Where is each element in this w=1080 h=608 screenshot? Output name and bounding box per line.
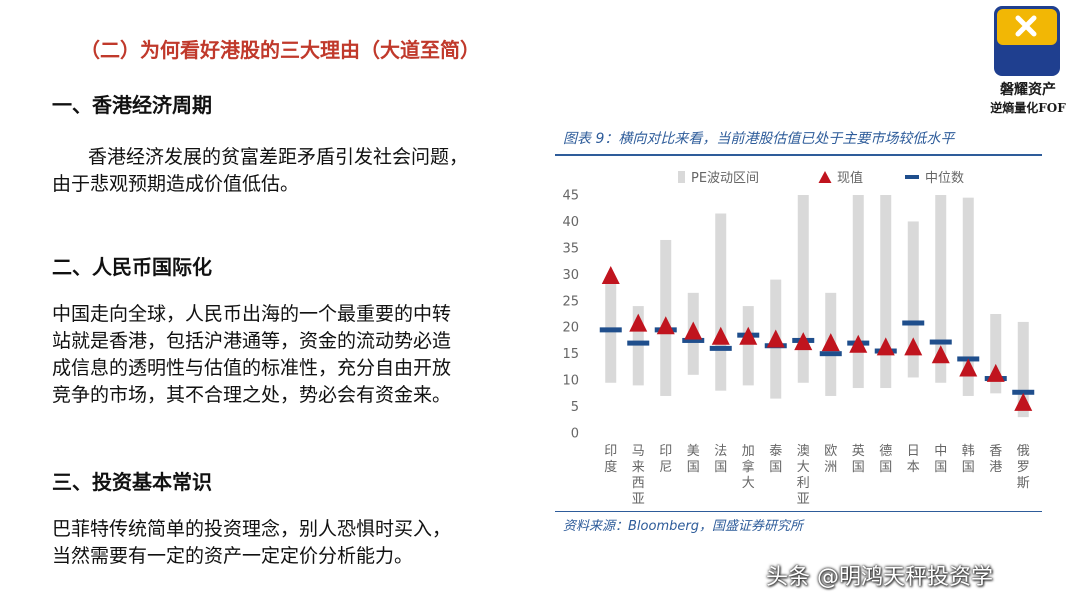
current-marker [959, 358, 978, 377]
current-marker [931, 345, 950, 364]
watermark: 头条 @明鸿天秤投资学 [766, 565, 993, 590]
section2-line: 中国走向全球，人民币出海的一个最重要的中转 [52, 303, 452, 325]
range-bar [990, 314, 1002, 394]
median-marker [682, 337, 705, 343]
figure-source: 资料来源：Bloomberg，国盛证券研究所 [563, 519, 803, 534]
section1-text: 香港经济发展的贫富差距矛盾引发社会问题， 由于悲观预期造成价值低估。 [52, 144, 530, 198]
section2-text: 中国走向全球，人民币出海的一个最重要的中转 站就是香港，包括沪港通等，资金的流动… [52, 301, 530, 409]
y-tick-label: 30 [562, 268, 579, 283]
section2-line: 竞争的市场，其不合理之处，势必会有资金来。 [52, 384, 452, 406]
current-marker [656, 316, 675, 335]
y-tick-label: 25 [562, 294, 579, 309]
y-tick-label: 45 [562, 189, 579, 204]
current-marker [1014, 392, 1033, 411]
x-tick-label: 澳大利亚 [797, 443, 810, 507]
section1-heading: 一、香港经济周期 [52, 93, 212, 117]
y-axis: 0 5 10 15 20 25 30 35 40 45 [562, 189, 579, 442]
current-marker [849, 334, 868, 353]
logo-name: 磐耀资产 [1000, 82, 1056, 98]
y-tick-label: 40 [562, 215, 579, 230]
y-tick-label: 5 [571, 400, 579, 415]
section3-heading: 三、投资基本常识 [52, 470, 212, 494]
section3-text: 巴菲特传统简单的投资理念，别人恐惧时买入， 当然需要有一定的资产一定定价分析能力… [52, 516, 530, 570]
x-tick-label: 香港 [989, 444, 1002, 475]
range-bar [880, 195, 892, 389]
current-markers [601, 265, 1033, 411]
section2-line: 站就是香港，包括沪港通等，资金的流动势必造 [52, 330, 452, 352]
current-marker [739, 326, 758, 345]
current-marker [711, 326, 730, 345]
current-marker [794, 332, 813, 351]
legend-label-median: 中位数 [925, 171, 964, 186]
y-tick-label: 10 [562, 374, 579, 389]
x-tick-label: 法国 [714, 444, 727, 475]
range-bar [632, 306, 644, 386]
current-marker [876, 337, 895, 356]
logo-mark-icon [994, 6, 1060, 76]
pe-comparison-chart: PE波动区间 现值 中位数 0 5 10 15 20 25 30 35 40 45 印度 马来西亚 印尼美… [562, 170, 1035, 507]
median-marker [929, 339, 952, 345]
x-tick-label: 中国 [934, 444, 947, 475]
x-tick-label: 加拿大 [742, 444, 755, 491]
section3-line: 巴菲特传统简单的投资理念，别人恐惧时买入， [52, 518, 452, 540]
current-marker [629, 313, 648, 332]
x-tick-label: 韩国 [962, 444, 975, 475]
logo-tagline: 逆熵量化FOF [990, 101, 1066, 115]
chart-legend: PE波动区间 现值 中位数 [678, 170, 964, 186]
section2-heading: 二、人民币国际化 [52, 255, 212, 279]
current-marker [904, 337, 923, 356]
median-marker [709, 345, 732, 351]
range-bar [852, 195, 864, 389]
median-marker [1012, 389, 1035, 395]
range-bar [742, 306, 754, 386]
section1-line: 香港经济发展的贫富差距矛盾引发社会问题， [88, 146, 469, 168]
figure-caption: 图表 9：横向对比来看，当前港股估值已处于主要市场较低水平 [563, 131, 955, 147]
median-marker [902, 320, 925, 326]
section1-line: 由于悲观预期造成价值低估。 [52, 173, 300, 195]
y-tick-label: 0 [571, 427, 579, 442]
x-tick-label: 马来西亚 [632, 444, 645, 507]
y-tick-label: 20 [562, 321, 579, 336]
slide-title: （二）为何看好港股的三大理由（大道至简） [80, 38, 480, 62]
range-bar [797, 195, 809, 383]
x-tick-label: 日本 [907, 444, 920, 475]
current-marker [601, 265, 620, 284]
figure-bottom-rule [555, 511, 1042, 512]
range-bar [962, 197, 974, 396]
legend-label-range: PE波动区间 [691, 171, 759, 186]
x-tick-label: 美国 [687, 444, 700, 475]
x-tick-label: 德国 [879, 444, 892, 475]
current-marker [986, 363, 1005, 382]
range-bar [715, 213, 727, 391]
x-tick-label: 印尼 [659, 444, 672, 475]
company-logo: 磐耀资产 逆熵量化FOF [976, 6, 1080, 122]
range-bar [935, 195, 947, 383]
section2-line: 成信息的透明性与估值的标准性，充分自由开放 [52, 357, 452, 379]
median-marker [819, 351, 842, 357]
x-tick-label: 欧洲 [824, 444, 837, 475]
legend-label-current: 现值 [837, 170, 863, 186]
median-marker [599, 327, 622, 333]
range-bar [1017, 321, 1029, 418]
figure-top-rule [555, 154, 1042, 156]
median-marker [627, 340, 650, 346]
x-tick-label: 英国 [852, 444, 865, 475]
range-bar [907, 221, 919, 378]
legend-range-swatch [678, 171, 685, 183]
y-tick-label: 35 [562, 241, 579, 256]
x-tick-label: 俄罗斯 [1017, 444, 1030, 491]
legend-current-swatch [818, 171, 832, 183]
current-marker [684, 321, 703, 340]
current-marker [766, 329, 785, 348]
pe-range-bars [605, 195, 1029, 418]
legend-median-swatch [905, 175, 919, 179]
y-tick-label: 15 [562, 347, 579, 362]
current-marker [821, 333, 840, 352]
section3-line: 当然需要有一定的资产一定定价分析能力。 [52, 545, 414, 567]
x-tick-label: 泰国 [769, 444, 782, 475]
x-tick-label: 印度 [604, 444, 617, 475]
